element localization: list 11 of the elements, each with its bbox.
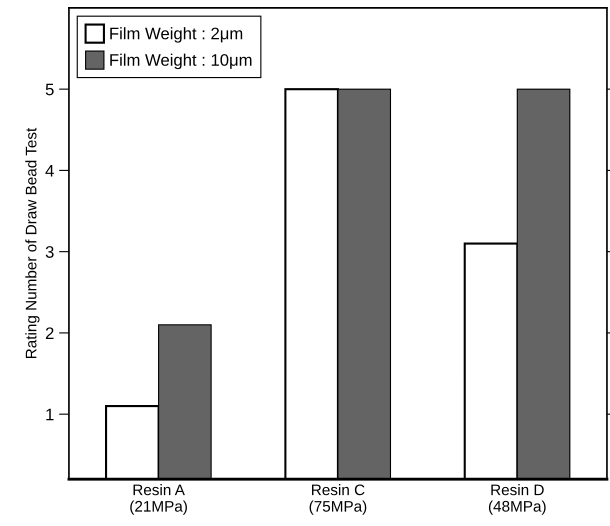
y-axis-title: Rating Number of Draw Bead Test [25, 128, 40, 358]
legend-label: Film Weight : 2μm [110, 27, 242, 43]
y-tick-label: 2 [46, 327, 54, 339]
legend-label: Film Weight : 10μm [110, 54, 252, 70]
y-tick-label: 1 [46, 408, 54, 420]
y-tick-label: 4 [45, 164, 54, 176]
y-tick-label: 5 [46, 84, 54, 96]
x-tick-label: Resin C (75MPa) [310, 484, 366, 515]
y-tick-label: 3 [46, 246, 54, 258]
x-tick-label: Resin D (48MPa) [488, 484, 546, 515]
x-tick-label: Resin A (21MPa) [130, 484, 187, 515]
